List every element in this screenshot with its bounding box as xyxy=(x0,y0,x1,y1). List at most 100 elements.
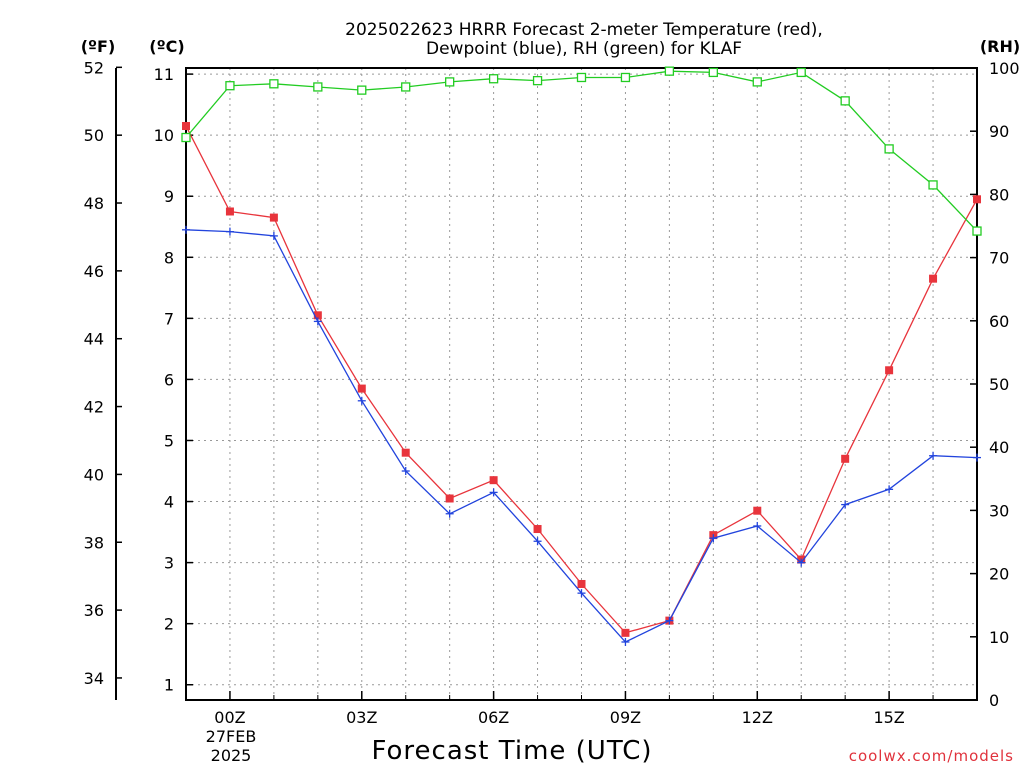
rh-point xyxy=(708,67,718,78)
dewpoint-point xyxy=(709,534,718,543)
fahrenheit-tick-label: 38 xyxy=(84,533,104,552)
rh-point xyxy=(445,77,455,87)
dewpoint-point xyxy=(621,637,630,646)
fahrenheit-tick-label: 36 xyxy=(84,601,104,620)
chart-title-line2: Dewpoint (blue), RH (green) for KLAF xyxy=(426,39,742,59)
dewpoint-point xyxy=(885,485,894,494)
dewpoint-point xyxy=(269,231,278,240)
chart-title-line1: 2025022623 HRRR Forecast 2-meter Tempera… xyxy=(345,20,823,40)
fahrenheit-tick-label: 52 xyxy=(84,58,104,77)
x-tick-label: 15Z xyxy=(873,708,904,727)
dewpoint-point xyxy=(577,589,586,598)
fahrenheit-tick-label: 50 xyxy=(84,126,104,145)
axes: 3436384042444648505212345678910110102030… xyxy=(84,58,1020,727)
rh-tick-label: 20 xyxy=(989,565,1009,584)
rh-point xyxy=(620,72,631,83)
celsius-tick-label: 8 xyxy=(164,248,174,267)
fahrenheit-tick-label: 40 xyxy=(84,465,104,484)
dewpoint-point xyxy=(313,317,322,326)
celsius-tick-label: 1 xyxy=(164,676,174,695)
celsius-tick-label: 7 xyxy=(164,309,174,328)
rh-point xyxy=(664,66,675,76)
temperature-point xyxy=(489,476,498,485)
celsius-tick-label: 4 xyxy=(164,493,174,512)
temperature-point xyxy=(753,506,762,515)
temperature-point xyxy=(885,366,894,375)
fahrenheit-tick-label: 44 xyxy=(84,330,104,349)
rh-point xyxy=(752,77,762,87)
rh-point xyxy=(532,75,543,86)
temperature-point xyxy=(401,448,410,457)
temperature-point xyxy=(973,195,981,204)
temperature-point xyxy=(313,311,322,320)
date-label-year: 2025 xyxy=(211,746,252,765)
date-label-day: 27FEB xyxy=(206,727,257,746)
dewpoint-point xyxy=(182,225,190,234)
dewpoint-point xyxy=(797,558,806,567)
dewpoint-point xyxy=(533,537,542,546)
celsius-tick-label: 3 xyxy=(164,554,174,573)
celsius-tick-label: 5 xyxy=(164,431,174,450)
rh-point xyxy=(928,180,938,190)
rh-tick-label: 0 xyxy=(989,691,999,710)
celsius-tick-label: 6 xyxy=(164,370,174,389)
rh-point xyxy=(269,79,279,89)
celsius-tick-label: 10 xyxy=(154,126,174,145)
temperature-point xyxy=(445,494,454,503)
x-tick-label: 03Z xyxy=(346,708,377,727)
rh-point xyxy=(488,74,499,84)
rh-tick-label: 40 xyxy=(989,438,1009,457)
rh-point xyxy=(840,96,850,106)
temperature-point xyxy=(841,454,850,463)
rh-tick-label: 50 xyxy=(989,375,1009,394)
celsius-tick-label: 11 xyxy=(154,65,174,84)
rh-point xyxy=(576,72,587,83)
celsius-tick-label: 9 xyxy=(164,187,174,206)
dewpoint-point xyxy=(665,616,674,625)
temperature-point xyxy=(533,525,542,534)
rh-tick-label: 60 xyxy=(989,312,1009,331)
fahrenheit-tick-label: 34 xyxy=(84,669,104,688)
plot-frame xyxy=(185,67,978,701)
rh-tick-label: 80 xyxy=(989,185,1009,204)
rh-tick-label: 100 xyxy=(989,59,1020,78)
fahrenheit-tick-label: 46 xyxy=(84,262,104,281)
temperature-point xyxy=(225,207,234,216)
rh-tick-label: 90 xyxy=(989,122,1009,141)
x-tick-label: 00Z xyxy=(214,708,245,727)
rh-unit-label: (RH) xyxy=(980,37,1020,56)
rh-point xyxy=(313,82,323,92)
temperature-point xyxy=(621,628,630,637)
dewpoint-point xyxy=(753,521,762,530)
rh-point xyxy=(796,67,806,78)
fahrenheit-unit-label: (ºF) xyxy=(81,37,116,56)
dewpoint-point xyxy=(489,488,498,497)
fahrenheit-tick-label: 42 xyxy=(84,398,104,417)
celsius-unit-label: (ºC) xyxy=(149,37,184,56)
rh-point xyxy=(225,81,235,91)
rh-point xyxy=(972,226,982,236)
dewpoint-point xyxy=(445,509,454,518)
x-tick-label: 09Z xyxy=(610,708,641,727)
rh-tick-label: 10 xyxy=(989,628,1009,647)
temperature-point xyxy=(577,579,586,588)
x-tick-label: 12Z xyxy=(742,708,773,727)
rh-point xyxy=(401,82,411,92)
rh-point xyxy=(357,85,367,95)
temperature-point xyxy=(357,384,366,393)
dewpoint-point xyxy=(841,500,850,509)
x-axis-title: Forecast Time (UTC) xyxy=(371,736,652,766)
dewpoint-point xyxy=(973,453,981,462)
dewpoint-point xyxy=(929,451,938,460)
x-tick-label: 06Z xyxy=(478,708,509,727)
temperature-point xyxy=(182,122,190,131)
grid-lines xyxy=(186,68,977,700)
dewpoint-point xyxy=(225,227,234,236)
celsius-tick-label: 2 xyxy=(164,615,174,634)
temperature-point xyxy=(929,274,938,283)
rh-tick-label: 30 xyxy=(989,501,1009,520)
rh-point xyxy=(884,144,894,154)
rh-tick-label: 70 xyxy=(989,249,1009,268)
